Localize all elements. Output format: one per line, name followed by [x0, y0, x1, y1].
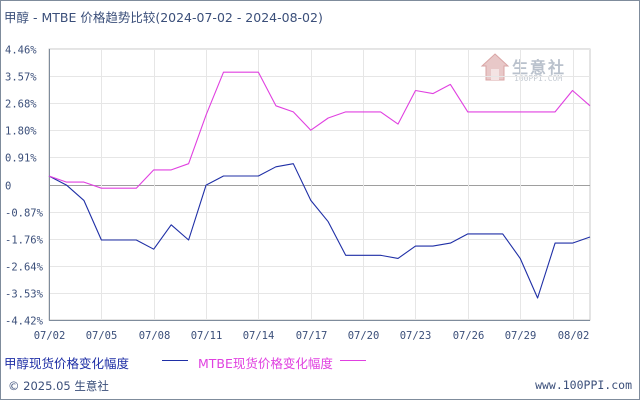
legend-label-mtbe: MTBE现货价格变化幅度: [198, 356, 333, 371]
y-tick-label: -3.53%: [5, 289, 44, 301]
x-tick-label: 08/02: [558, 330, 590, 342]
y-tick-label: -4.42%: [5, 316, 44, 328]
x-tick-label: 07/05: [86, 330, 118, 342]
y-tick-label: -1.76%: [5, 235, 44, 247]
plot-area: [48, 48, 591, 321]
x-tick-label: 07/11: [191, 330, 223, 342]
legend-swatch-methanol: [162, 360, 188, 361]
legend-series-mtbe: MTBE现货价格变化幅度: [198, 353, 333, 372]
series-line-methanol: [48, 163, 591, 299]
chart-title: 甲醇 - MTBE 价格趋势比较(2024-07-02 - 2024-08-02…: [4, 10, 323, 25]
watermark-text: 生意社: [512, 58, 567, 77]
x-tick-label: 07/08: [139, 330, 171, 342]
y-tick-label: -0.87%: [5, 208, 44, 220]
y-tick-label: -2.64%: [5, 262, 44, 274]
watermark-subtext: 100PPI.COM: [514, 74, 563, 83]
watermark: 生意社 100PPI.COM: [480, 52, 576, 88]
x-tick-label: 07/14: [243, 330, 275, 342]
footer-copyright: © 2025.05 生意社: [8, 379, 109, 393]
x-tick-label: 07/23: [400, 330, 432, 342]
legend-swatch-mtbe: [340, 360, 366, 361]
x-tick-label: 07/26: [453, 330, 485, 342]
x-tick-label: 07/20: [348, 330, 380, 342]
footer-url[interactable]: www.100PPI.com: [535, 378, 632, 392]
x-tick-label: 07/02: [34, 330, 66, 342]
y-tick-label: 4.46%: [5, 45, 37, 57]
y-tick-label: 0: [5, 181, 11, 193]
y-tick-label: 1.80%: [5, 126, 37, 138]
y-tick-label: 0.91%: [5, 153, 37, 165]
series-line-mtbe: [48, 71, 591, 189]
watermark-logo-icon: [480, 53, 510, 81]
x-tick-label: 07/29: [505, 330, 537, 342]
x-tick-label: 07/17: [296, 330, 328, 342]
y-tick-label: 2.68%: [5, 99, 37, 111]
legend-label-methanol: 甲醇现货价格变化幅度: [4, 356, 130, 371]
legend-series-methanol: 甲醇现货价格变化幅度: [4, 353, 129, 372]
y-tick-label: 3.57%: [5, 72, 37, 84]
